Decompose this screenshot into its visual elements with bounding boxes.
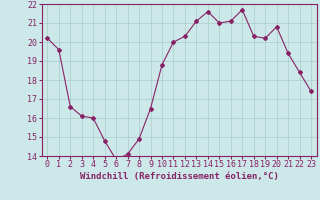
- X-axis label: Windchill (Refroidissement éolien,°C): Windchill (Refroidissement éolien,°C): [80, 172, 279, 181]
